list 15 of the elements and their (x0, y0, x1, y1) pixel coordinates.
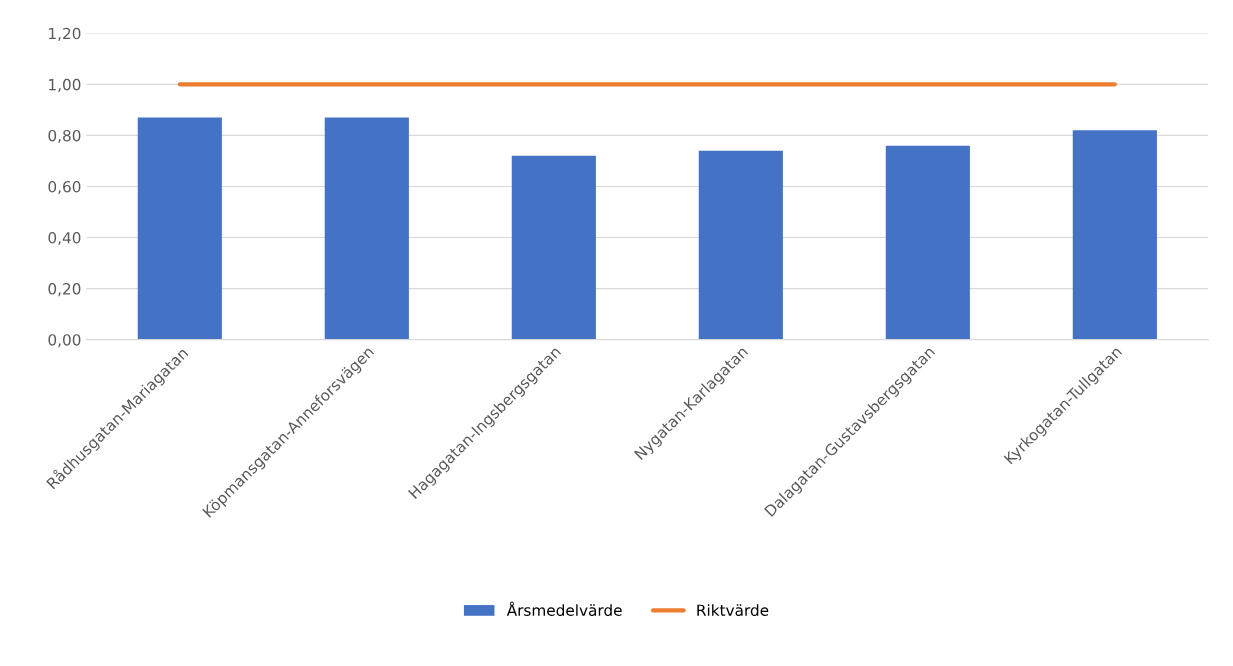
y-tick-label: 0,20 (48, 283, 81, 297)
y-tick-label: 0,60 (48, 180, 81, 195)
bar (137, 117, 222, 340)
legend-label: Riktvärde (697, 604, 769, 616)
bar (511, 155, 596, 340)
y-tick-label: 0,80 (48, 129, 81, 143)
bar (698, 150, 783, 340)
bar (324, 117, 409, 340)
bar (885, 145, 970, 340)
y-tick-label: 0,00 (48, 334, 81, 348)
bar (1072, 130, 1157, 340)
y-tick-label: 0,40 (48, 232, 81, 246)
y-tick-label: 1,20 (49, 27, 81, 41)
y-tick-label: 1,00 (49, 78, 81, 92)
legend-label: Årsmedelvärde (506, 601, 622, 616)
